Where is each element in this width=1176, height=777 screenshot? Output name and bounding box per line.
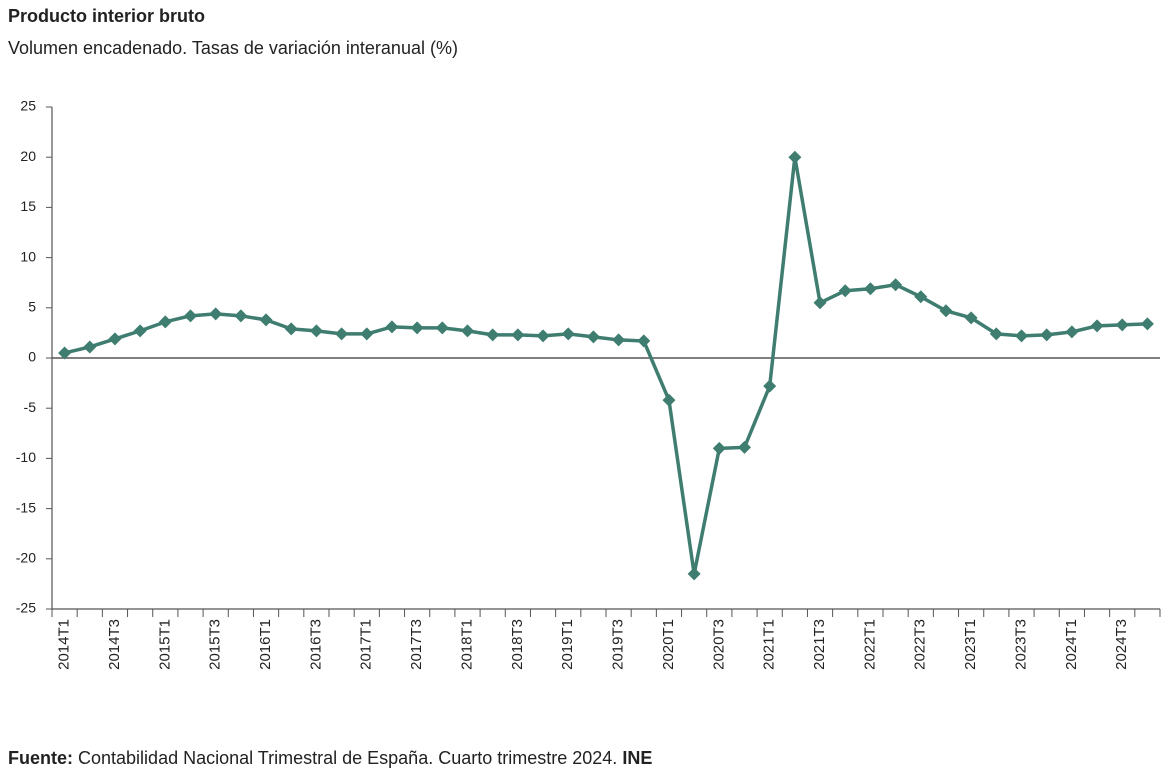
point-marker — [889, 278, 903, 292]
point-marker — [712, 441, 726, 455]
point-marker — [511, 328, 525, 342]
y-tick-label: -20 — [16, 550, 36, 566]
x-tick-label: 2015T1 — [156, 619, 173, 670]
y-tick-label: -5 — [24, 399, 37, 415]
x-tick-label: 2024T1 — [1063, 619, 1080, 670]
source-label: Fuente: — [8, 748, 73, 768]
y-tick-label: 15 — [20, 198, 36, 214]
point-marker — [83, 340, 97, 354]
point-marker — [335, 327, 349, 341]
point-marker — [133, 324, 147, 338]
point-marker — [561, 327, 575, 341]
x-tick-label: 2021T1 — [761, 619, 778, 670]
point-marker — [662, 393, 676, 407]
x-tick-label: 2017T1 — [358, 619, 375, 670]
y-tick-label: 25 — [20, 98, 36, 114]
point-marker — [486, 328, 500, 342]
x-tick-label: 2014T1 — [56, 619, 73, 670]
x-tick-label: 2023T1 — [962, 619, 979, 670]
point-marker — [813, 296, 827, 310]
point-marker — [738, 440, 751, 454]
chart-subtitle: Volumen encadenado. Tasas de variación i… — [8, 38, 458, 58]
point-marker — [612, 333, 626, 347]
y-tick-label: 0 — [28, 349, 36, 365]
x-tick-label: 2022T3 — [912, 619, 929, 670]
point-marker — [763, 379, 777, 393]
y-tick-label: -15 — [16, 499, 36, 515]
point-marker — [1015, 329, 1028, 343]
x-tick-label: 2018T1 — [458, 619, 475, 670]
x-tick-label: 2023T3 — [1012, 619, 1029, 670]
x-tick-label: 2020T3 — [710, 619, 727, 670]
source-text: Contabilidad Nacional Trimestral de Espa… — [78, 748, 617, 768]
point-marker — [461, 324, 474, 338]
point-marker — [586, 330, 600, 344]
point-marker — [939, 304, 953, 318]
point-marker — [385, 320, 399, 334]
source: Fuente: Contabilidad Nacional Trimestral… — [8, 748, 652, 768]
point-marker — [1065, 325, 1079, 339]
point-marker — [863, 282, 877, 296]
x-tick-label: 2022T1 — [861, 619, 878, 670]
y-tick-label: 5 — [28, 299, 36, 315]
x-tick-label: 2024T3 — [1113, 619, 1130, 670]
chart-title: Producto interior bruto — [8, 6, 205, 26]
point-marker — [108, 332, 122, 346]
point-marker — [788, 150, 802, 164]
point-marker — [1090, 319, 1104, 333]
point-marker — [158, 315, 172, 329]
y-tick-label: 20 — [20, 148, 36, 164]
point-marker — [1040, 328, 1054, 342]
point-marker — [209, 307, 223, 321]
x-tick-label: 2020T1 — [660, 619, 677, 670]
point-marker — [914, 290, 928, 304]
y-tick-label: 10 — [20, 248, 36, 264]
point-marker — [234, 309, 248, 323]
point-marker — [58, 346, 72, 360]
point-marker — [360, 327, 374, 341]
x-tick-label: 2019T3 — [610, 619, 627, 670]
x-tick-label: 2019T1 — [559, 619, 576, 670]
point-marker — [838, 284, 852, 298]
y-tick-label: -25 — [16, 600, 36, 616]
x-tick-label: 2021T3 — [811, 619, 828, 670]
point-marker — [989, 327, 1003, 341]
series-line — [64, 155, 1148, 576]
y-tick-label: -10 — [16, 449, 36, 465]
point-marker — [410, 321, 424, 335]
source-org: INE — [622, 748, 652, 768]
point-marker — [637, 334, 651, 348]
point-marker — [964, 311, 978, 325]
point-marker — [284, 322, 298, 336]
x-tick-label: 2015T3 — [207, 619, 224, 670]
x-tick-label: 2016T1 — [257, 619, 274, 670]
point-marker — [435, 321, 449, 335]
point-marker — [1140, 317, 1154, 331]
point-marker — [687, 567, 701, 581]
x-tick-label: 2018T3 — [509, 619, 526, 670]
x-tick-label: 2016T3 — [307, 619, 324, 670]
x-tick-label: 2014T3 — [106, 619, 123, 670]
point-marker — [309, 324, 323, 338]
point-marker — [259, 313, 273, 327]
point-marker — [184, 309, 197, 323]
point-marker — [536, 329, 550, 343]
x-tick-label: 2017T3 — [408, 619, 425, 670]
point-marker — [1115, 318, 1129, 332]
